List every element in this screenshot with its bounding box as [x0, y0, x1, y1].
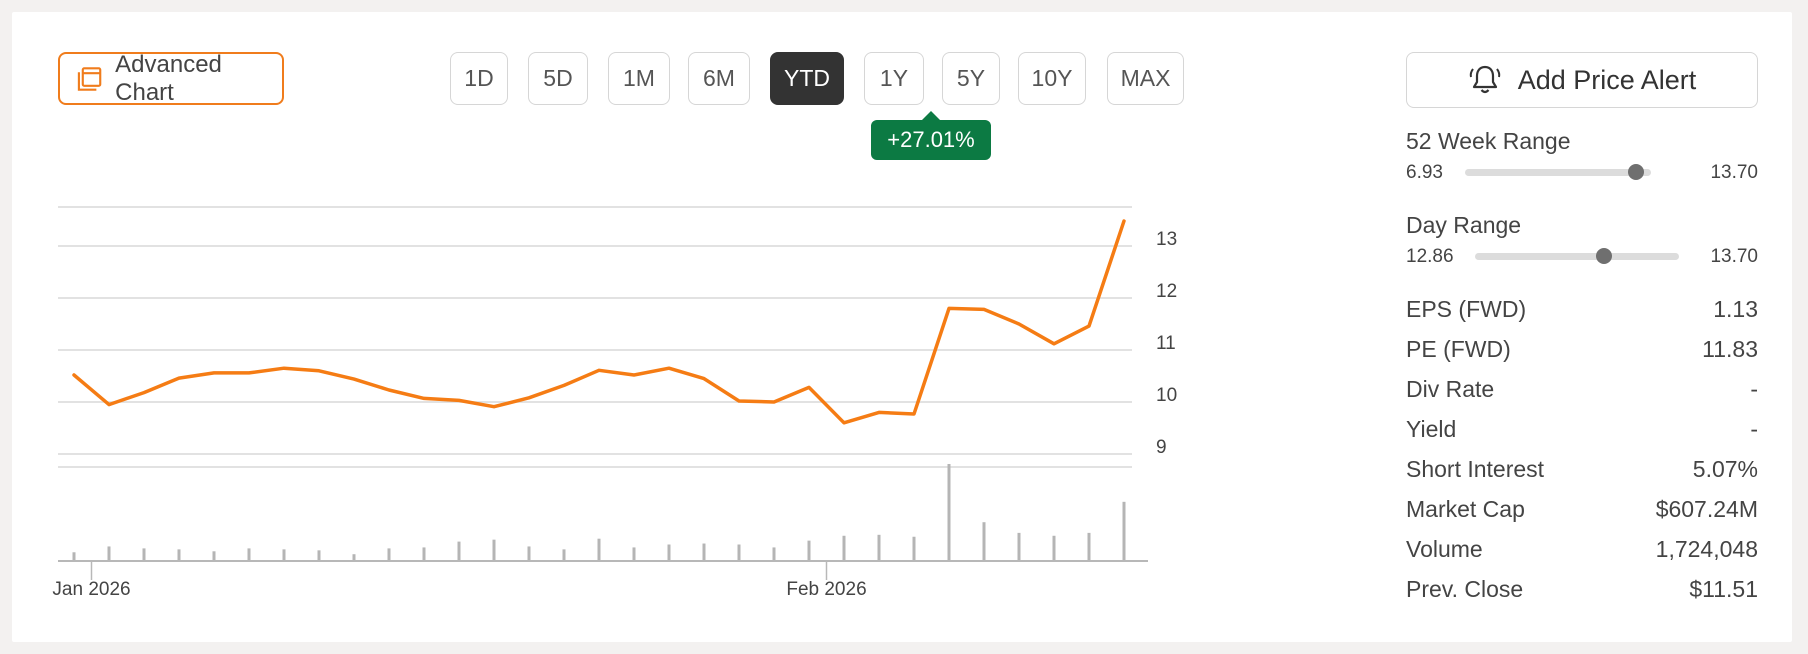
stat-row-yield: Yield - — [1406, 414, 1758, 444]
day-range-bar — [1475, 248, 1679, 264]
quote-card: Advanced Chart 1D 5D 1M 6M YTD 1Y 5Y 10Y… — [12, 12, 1792, 642]
price-line — [72, 219, 1126, 425]
volume-bar — [492, 539, 496, 561]
volume-bar — [387, 548, 391, 561]
day-high: 13.70 — [1710, 246, 1758, 267]
range-max-button[interactable]: MAX — [1107, 52, 1184, 105]
volume-bar — [317, 550, 321, 561]
range-1d-button[interactable]: 1D — [450, 52, 508, 105]
volume-bar — [1087, 532, 1091, 561]
range-1y-button[interactable]: 1Y — [864, 52, 924, 105]
stat-value: 5.07% — [1692, 455, 1758, 482]
y-tick-label: 11 — [1156, 333, 1176, 354]
range-1m-button[interactable]: 1M — [608, 52, 670, 105]
volume-bar — [212, 551, 216, 561]
volume-bar — [282, 549, 286, 561]
stat-row-market-cap: Market Cap $607.24M — [1406, 494, 1758, 524]
volume-bar — [527, 546, 531, 561]
volume-bar — [352, 554, 356, 561]
volume-bar — [1017, 532, 1021, 561]
volume-bar — [702, 543, 706, 561]
range-10y-button[interactable]: 10Y — [1018, 52, 1086, 105]
stat-label: Market Cap — [1406, 495, 1525, 522]
week52-low: 6.93 — [1406, 162, 1443, 183]
volume-bar — [142, 548, 146, 561]
stacked-windows-icon — [77, 66, 102, 91]
volume-bar — [877, 534, 881, 561]
volume-bar — [422, 547, 426, 561]
x-tick-label: Feb 2026 — [786, 579, 866, 600]
volume-bar — [597, 538, 601, 561]
stat-row-pe: PE (FWD) 11.83 — [1406, 334, 1758, 364]
stat-value: 11.83 — [1702, 335, 1758, 362]
y-tick-label: 9 — [1156, 437, 1167, 458]
volume-bar — [107, 546, 111, 561]
price-chart[interactable]: 13 12 11 10 9 Jan 2026 Feb 2026 — [12, 12, 1192, 642]
volume-bar — [842, 535, 846, 561]
volume-bar — [737, 544, 741, 561]
stat-value: 1,724,048 — [1655, 535, 1758, 562]
volume-bar — [247, 548, 251, 561]
stat-row-div-rate: Div Rate - — [1406, 374, 1758, 404]
add-price-alert-label: Add Price Alert — [1517, 64, 1697, 95]
stat-row-volume: Volume 1,724,048 — [1406, 534, 1758, 564]
stat-row-prev-close: Prev. Close $11.51 — [1406, 574, 1758, 604]
volume-bar — [667, 544, 671, 561]
week52-range-bar — [1465, 164, 1651, 180]
stat-value: 1.13 — [1713, 295, 1758, 322]
stat-value: - — [1750, 415, 1758, 442]
stat-value: $11.51 — [1689, 575, 1758, 602]
y-tick-label: 13 — [1156, 229, 1177, 250]
volume-bar — [982, 522, 986, 561]
change-badge: +27.01% — [871, 111, 991, 160]
volume-bar — [632, 547, 636, 561]
stat-row-eps: EPS (FWD) 1.13 — [1406, 294, 1758, 324]
y-tick-label: 10 — [1156, 385, 1177, 406]
advanced-chart-label: Advanced Chart — [115, 50, 222, 106]
stat-value: - — [1750, 375, 1758, 402]
volume-bar — [912, 536, 916, 561]
range-6m-button[interactable]: 6M — [688, 52, 750, 105]
range-5y-button[interactable]: 5Y — [942, 52, 1000, 105]
advanced-chart-button[interactable]: Advanced Chart — [58, 50, 284, 106]
range-ytd-button[interactable]: YTD — [770, 52, 844, 105]
bell-alert-icon — [1469, 65, 1500, 94]
stat-label: Yield — [1406, 415, 1457, 442]
volume-bar — [772, 547, 776, 561]
stat-row-short-interest: Short Interest 5.07% — [1406, 454, 1758, 484]
volume-bar — [1122, 501, 1126, 561]
stat-value: $607.24M — [1655, 495, 1758, 522]
add-price-alert-button[interactable]: Add Price Alert — [1406, 52, 1758, 108]
stat-label: Short Interest — [1406, 455, 1545, 482]
y-tick-label: 12 — [1156, 281, 1177, 302]
volume-bar — [562, 549, 566, 561]
x-tick-label: Jan 2026 — [52, 579, 130, 600]
stat-label: Prev. Close — [1406, 575, 1524, 602]
day-low: 12.86 — [1406, 246, 1454, 267]
volume-bar — [457, 541, 461, 561]
stat-label: Volume — [1406, 535, 1483, 562]
volume-bar — [1052, 535, 1056, 561]
week52-high: 13.70 — [1710, 162, 1758, 183]
week52-range-label: 52 Week Range — [1406, 128, 1571, 154]
day-range-marker — [1595, 248, 1612, 264]
stat-label: EPS (FWD) — [1406, 295, 1527, 322]
volume-bar — [72, 552, 76, 561]
volume-bar — [807, 540, 811, 561]
volume-bar — [177, 549, 181, 561]
week52-range-marker — [1628, 164, 1645, 180]
day-range-label: Day Range — [1406, 212, 1522, 238]
volume-bar — [947, 464, 951, 561]
range-5d-button[interactable]: 5D — [528, 52, 588, 105]
stat-label: PE (FWD) — [1406, 335, 1511, 362]
stat-label: Div Rate — [1406, 375, 1495, 402]
